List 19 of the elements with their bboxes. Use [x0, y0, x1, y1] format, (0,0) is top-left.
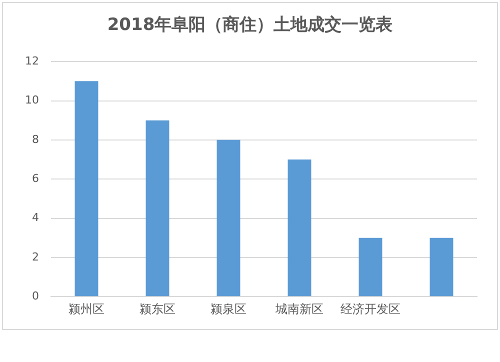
x-tick-label: 颍东区: [140, 302, 176, 316]
x-tick-label: 城南新区: [274, 302, 324, 316]
chart-title: 2018年阜阳（商住）土地成交一览表: [106, 14, 394, 36]
bar: [216, 140, 240, 296]
bar: [74, 81, 98, 296]
y-tick-label: 2: [32, 250, 39, 264]
x-tick-label: 颍州区: [68, 302, 104, 316]
y-tick-label: 6: [32, 172, 39, 185]
y-tick-label: 8: [32, 132, 39, 146]
y-tick-label: 4: [32, 211, 39, 224]
y-tick-label: 0: [32, 289, 39, 302]
x-tick-label: 颍泉区: [210, 302, 246, 316]
bar: [146, 120, 170, 296]
y-tick-label: 12: [24, 54, 39, 68]
y-tick-label: 10: [24, 94, 39, 107]
bar: [288, 160, 312, 296]
bar: [358, 238, 382, 296]
x-tick-label: 经济开发区: [340, 302, 400, 316]
bar: [430, 238, 454, 296]
